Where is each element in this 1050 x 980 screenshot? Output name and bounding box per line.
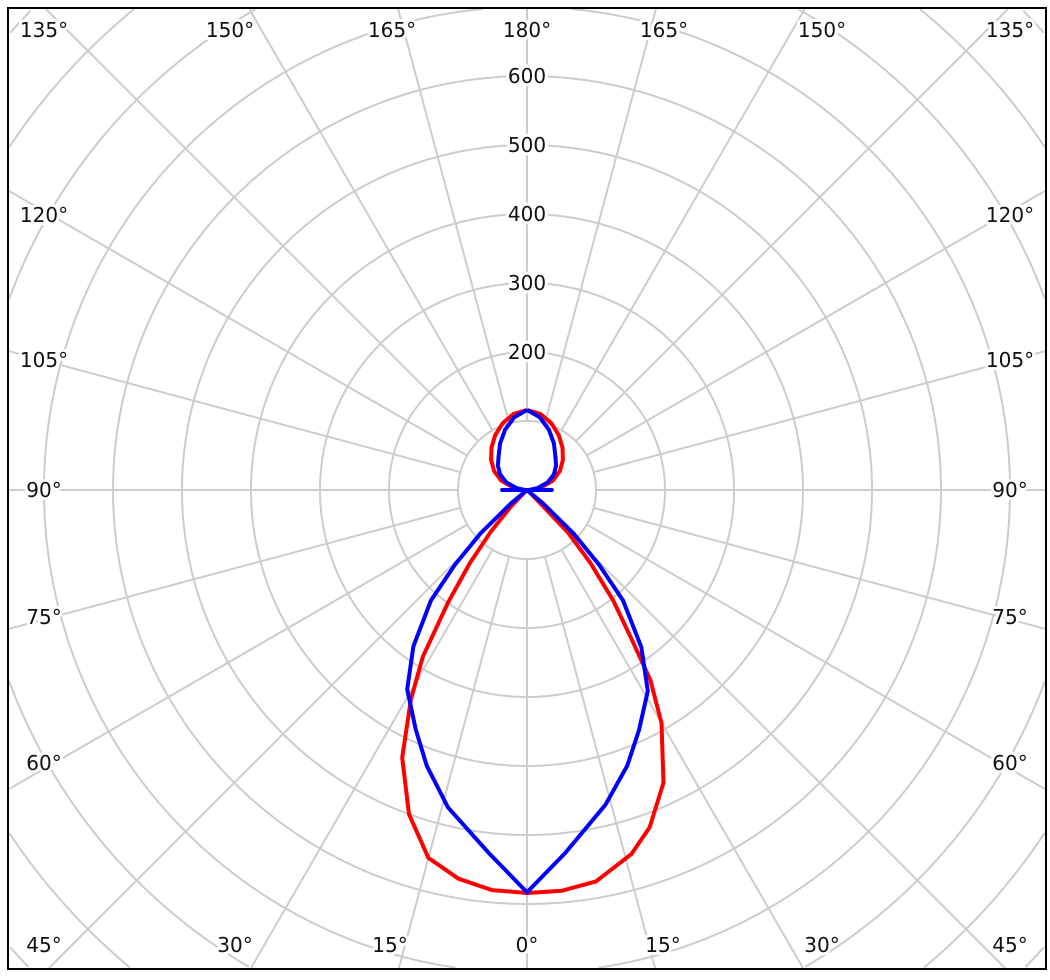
grid-spoke (543, 556, 657, 969)
grid-ring (43, 8, 1011, 969)
angle-tick-label: 30° (804, 933, 839, 957)
grid-spoke (8, 523, 468, 790)
radial-tick-labels: 200 300 400 500 600 (505, 61, 549, 367)
grid-spoke (575, 8, 1009, 442)
plot-frame (7, 7, 1047, 970)
radial-tick-label: 500 (508, 133, 546, 157)
grid-spoke (48, 538, 479, 969)
angle-tick-label: 150° (206, 18, 254, 42)
angle-tick-label: 0° (516, 933, 539, 957)
polar-grid (8, 8, 1046, 969)
grid-ring (9, 10, 1045, 968)
angle-tick-label: 15° (645, 933, 680, 957)
angle-tick-label: 60° (26, 751, 61, 775)
angle-tick-label: 45° (992, 933, 1027, 957)
grid-spoke (8, 506, 461, 630)
angle-tick-label: 105° (986, 348, 1034, 372)
angle-tick-label: 165° (368, 18, 416, 42)
angle-tick-label: 60° (992, 751, 1027, 775)
grid-spoke (575, 538, 1006, 969)
angle-tick-label: 135° (986, 18, 1034, 42)
angle-tick-label: 150° (798, 18, 846, 42)
grid-spoke (593, 350, 1046, 474)
grid-spoke (560, 8, 806, 431)
angle-tick-label: 15° (372, 933, 407, 957)
angle-tick-label: 75° (992, 605, 1027, 629)
angle-tick-label: 90° (992, 478, 1027, 502)
radial-tick-label: 200 (508, 340, 546, 364)
grid-spoke (248, 8, 494, 431)
grid-spoke (397, 556, 511, 969)
grid-spoke (560, 549, 804, 969)
radial-tick-label: 400 (508, 202, 546, 226)
angle-tick-label: 90° (26, 478, 61, 502)
angle-tick-labels: 135° 150° 165° 180° 165° 150° 135° 120° 105° 90° 7… (17, 15, 1037, 960)
grid-spoke (593, 506, 1046, 630)
grid-spoke (397, 8, 511, 424)
angle-tick-label: 135° (20, 18, 68, 42)
radial-tick-label: 600 (508, 64, 546, 88)
grid-ring (8, 8, 1046, 969)
grid-spoke (586, 523, 1046, 790)
intensity-curves (400, 408, 666, 895)
series-curve-1 (405, 408, 650, 895)
angle-tick-label: 120° (20, 203, 68, 227)
grid-spoke (8, 350, 461, 474)
angle-tick-label: 180° (503, 18, 551, 42)
grid-spoke (250, 549, 494, 969)
grid-spoke (8, 190, 468, 457)
grid-spoke (586, 190, 1046, 457)
angle-tick-label: 45° (26, 933, 61, 957)
grid-spoke (45, 8, 479, 442)
angle-tick-label: 120° (986, 203, 1034, 227)
radial-tick-label: 300 (508, 271, 546, 295)
grid-ring (8, 8, 1046, 968)
grid-spoke (543, 8, 657, 424)
angle-tick-label: 165° (640, 18, 688, 42)
angle-tick-label: 105° (20, 348, 68, 372)
angle-tick-label: 75° (26, 605, 61, 629)
angle-tick-label: 30° (217, 933, 252, 957)
